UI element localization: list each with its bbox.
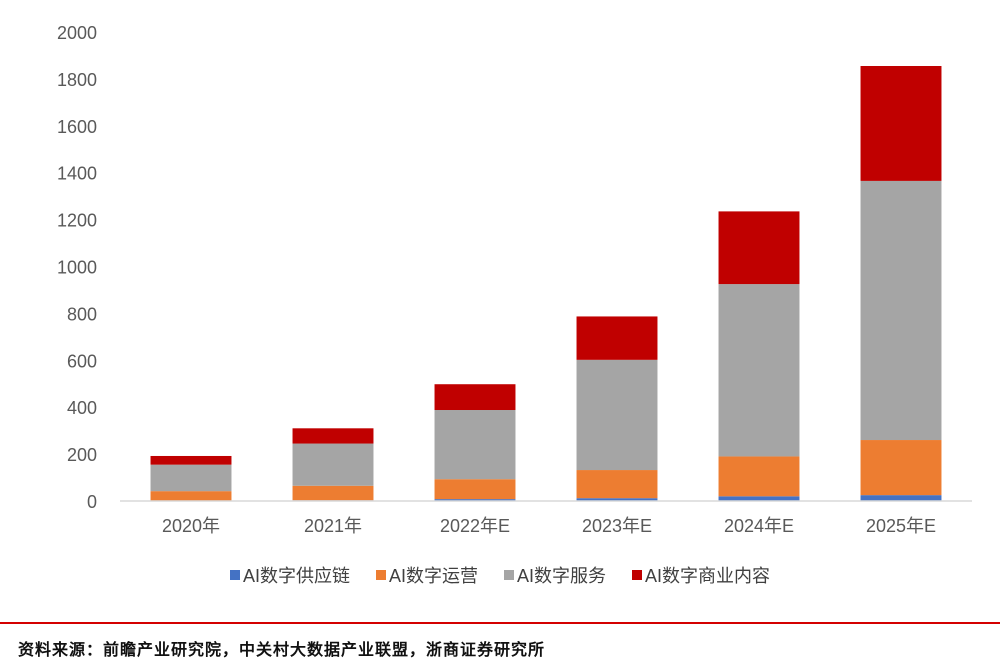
bar-segment-2-2 <box>434 410 516 480</box>
legend-swatch-supply-chain <box>229 570 240 580</box>
legend-swatch-services <box>504 570 514 580</box>
bar-segment-1-4 <box>718 456 800 497</box>
y-tick-label: 400 <box>67 398 97 418</box>
bar-segment-1-0 <box>150 491 232 501</box>
source-divider <box>0 622 1000 624</box>
bar-segment-0-3 <box>576 498 658 501</box>
bar-segment-1-3 <box>576 470 658 499</box>
legend-item-operations: AI数字运营 <box>375 562 478 588</box>
x-tick-label: 2023年E <box>582 516 652 536</box>
legend-label-commerce-content: AI数字商业内容 <box>645 566 771 586</box>
bar-segment-3-1 <box>292 428 374 444</box>
bar-segment-0-2 <box>434 499 516 501</box>
legend-item-commerce-content: AI数字商业内容 <box>632 562 770 588</box>
x-tick-label: 2021年 <box>304 516 362 536</box>
source-note: 资料来源：前瞻产业研究院，中关村大数据产业联盟，浙商证券研究所 <box>18 640 546 659</box>
bar-segment-2-1 <box>292 443 374 486</box>
bar-segment-2-5 <box>860 180 942 441</box>
chart-legend: AI数字供应链 AI数字运营 AI数字服务 AI数字商业内容 <box>0 560 1000 590</box>
bar-segment-2-0 <box>150 464 232 492</box>
bar-segment-3-4 <box>718 211 800 285</box>
y-tick-label: 600 <box>67 351 97 371</box>
stacked-bar-chart: 0 200 400 600 800 1000 1200 1400 1600 1800 2000 202… <box>57 23 972 536</box>
bar-segment-3-2 <box>434 384 516 411</box>
bar-segment-2-3 <box>576 359 658 471</box>
bar-segment-3-0 <box>150 455 232 465</box>
x-tick-label: 2022年E <box>440 516 510 536</box>
bar-segment-1-1 <box>292 485 374 501</box>
y-tick-label: 1200 <box>57 211 97 231</box>
y-tick-label: 200 <box>67 445 97 465</box>
y-tick-label: 1600 <box>57 117 97 137</box>
legend-swatch-operations <box>375 570 386 580</box>
y-tick-label: 0 <box>87 492 97 512</box>
bar-segment-0-4 <box>718 496 800 501</box>
bar-segment-2-4 <box>718 284 800 457</box>
y-tick-label: 1000 <box>57 258 97 278</box>
bar-segment-1-5 <box>860 440 942 496</box>
legend-item-supply-chain: AI数字供应链 <box>229 562 350 588</box>
legend-label-operations: AI数字运营 <box>388 566 478 586</box>
bar-segment-3-5 <box>860 66 942 181</box>
legend-item-services: AI数字服务 <box>504 562 606 588</box>
y-tick-label: 1800 <box>57 70 97 90</box>
x-tick-label: 2024年E <box>724 516 794 536</box>
y-tick-label: 1400 <box>57 164 97 184</box>
x-tick-label: 2025年E <box>866 516 936 536</box>
x-tick-label: 2020年 <box>162 516 220 536</box>
y-tick-label: 800 <box>67 304 97 324</box>
bar-segment-3-3 <box>576 316 658 360</box>
legend-label-services: AI数字服务 <box>517 566 607 586</box>
y-tick-label: 2000 <box>57 23 97 43</box>
bar-segment-0-5 <box>860 495 942 501</box>
legend-label-supply-chain: AI数字供应链 <box>242 566 350 586</box>
legend-swatch-commerce-content <box>632 570 643 580</box>
bar-segment-1-2 <box>434 479 516 500</box>
